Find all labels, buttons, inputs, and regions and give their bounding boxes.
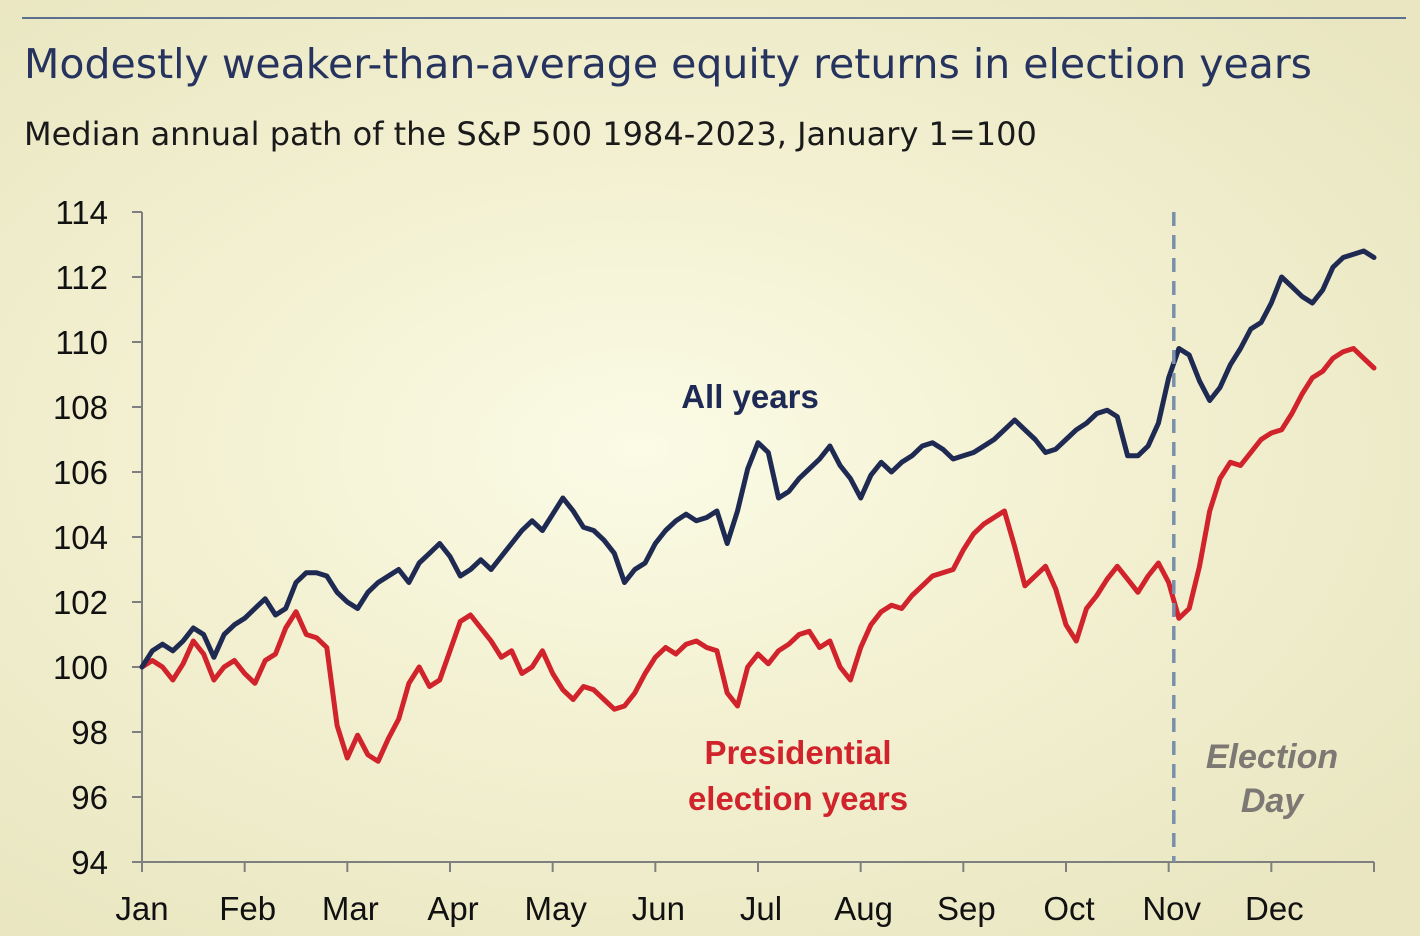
y-tick-label: 94 <box>71 844 108 881</box>
y-tick-label: 102 <box>53 584 108 621</box>
x-tick-label: Aug <box>834 890 893 927</box>
series-label: All years <box>681 378 819 415</box>
y-tick-label: 106 <box>53 454 108 491</box>
top-divider <box>22 17 1406 19</box>
series-label: Presidential <box>704 734 891 771</box>
x-tick-labels: Jan Feb Mar Apr May Jun Jul Aug Sep Oct Nov Dec <box>115 890 1303 927</box>
series-label: election years <box>688 780 908 817</box>
x-tick-label: Oct <box>1043 890 1094 927</box>
y-tick-label: 100 <box>53 649 108 686</box>
y-tick-label: 98 <box>71 714 108 751</box>
x-tick-label: Sep <box>937 890 996 927</box>
y-tick-label: 114 <box>55 194 108 231</box>
y-tick-label: 104 <box>53 519 108 556</box>
chart-subtitle: Median annual path of the S&P 500 1984-2… <box>24 115 1037 153</box>
axes <box>132 211 1375 872</box>
x-tick-label: Dec <box>1245 890 1304 927</box>
y-tick-labels: 94 96 98 100 102 104 106 108 110 112 114 <box>53 194 108 881</box>
chart-title: Modestly weaker-than-average equity retu… <box>24 40 1313 88</box>
x-tick-label: Feb <box>219 890 276 927</box>
x-tick-label: Apr <box>427 890 478 927</box>
election-day-label: Election <box>1206 738 1338 776</box>
election-day-label: Day <box>1241 782 1305 820</box>
x-tick-label: May <box>524 890 587 927</box>
y-tick-label: 108 <box>53 389 108 426</box>
x-tick-label: Nov <box>1142 890 1201 927</box>
x-tick-label: Jul <box>740 890 782 927</box>
y-tick-label: 112 <box>55 259 108 296</box>
x-tick-label: Mar <box>322 890 379 927</box>
series-line-election-years <box>139 346 1377 764</box>
series-line-all-years <box>139 248 1377 670</box>
x-tick-label: Jun <box>632 890 685 927</box>
y-tick-label: 110 <box>55 324 108 361</box>
x-tick-label: Jan <box>115 890 168 927</box>
series-lines <box>139 248 1377 764</box>
y-tick-label: 96 <box>71 779 108 816</box>
annotations: Election Day All years Presidential election… <box>681 212 1338 862</box>
